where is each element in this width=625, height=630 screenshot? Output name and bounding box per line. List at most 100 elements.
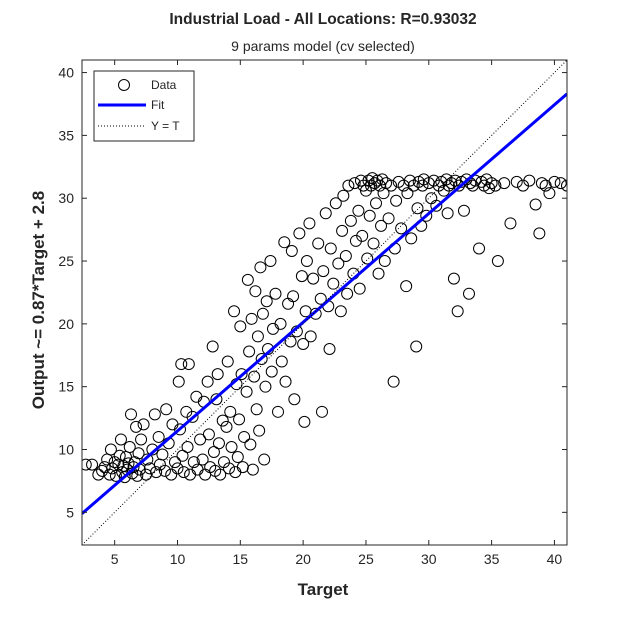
fit-line (82, 92, 567, 515)
data-point (158, 464, 171, 477)
data-point (353, 282, 366, 295)
data-point (405, 232, 418, 245)
legend: Data Fit Y = T (93, 70, 195, 142)
data-point (130, 420, 143, 433)
data-point (420, 209, 433, 222)
data-point (430, 199, 443, 212)
data-point (269, 287, 282, 300)
data-point (327, 277, 340, 290)
x-axis-label: Target (298, 580, 349, 599)
legend-fit-label: Fit (151, 98, 165, 112)
y-tick-label: 15 (58, 379, 74, 395)
data-point (307, 272, 320, 285)
data-point (194, 433, 207, 446)
data-point (109, 469, 122, 482)
data-point (274, 317, 287, 330)
data-point (243, 345, 256, 358)
data-point (231, 451, 244, 464)
data-point (300, 255, 313, 268)
data-point (160, 403, 173, 416)
data-point (372, 267, 385, 280)
data-point (441, 207, 454, 220)
data-point (234, 320, 247, 333)
data-point (125, 408, 138, 421)
data-point (137, 418, 150, 431)
data-point (462, 287, 475, 300)
data-point (131, 469, 144, 482)
data-point (225, 440, 238, 453)
data-point (245, 312, 258, 325)
data-point (135, 433, 148, 446)
data-point (341, 287, 354, 300)
data-point (473, 242, 486, 255)
data-point (152, 430, 165, 443)
data-point (255, 353, 268, 366)
data-point (250, 403, 263, 416)
data-point (400, 280, 413, 293)
data-point (212, 437, 225, 450)
data-point (293, 227, 306, 240)
data-point (452, 179, 465, 192)
data-point (395, 222, 408, 235)
axes: 5 10 15 20 25 30 35 40 5 10 15 20 25 30 35 40 (58, 59, 568, 567)
data-point (256, 307, 269, 320)
data-point (375, 219, 388, 232)
x-tick-label: 40 (547, 551, 563, 567)
data-point (112, 458, 125, 471)
data-point (224, 405, 237, 418)
data-point (285, 244, 298, 257)
data-point (202, 428, 215, 441)
data-point (175, 358, 188, 371)
data-point (314, 292, 327, 305)
data-point (303, 217, 316, 230)
data-point (287, 290, 300, 303)
data-point (387, 375, 400, 388)
data-point (510, 175, 523, 188)
data-point (259, 380, 272, 393)
legend-data-marker (118, 79, 130, 91)
plot-area (82, 60, 567, 545)
data-point (187, 456, 200, 469)
data-point (248, 370, 261, 383)
data-point (260, 295, 273, 308)
data-point (223, 462, 236, 475)
x-tick-label: 10 (170, 551, 186, 567)
data-point (356, 229, 369, 242)
plot-content (82, 60, 567, 545)
data-point (182, 358, 195, 371)
data-point (401, 187, 414, 200)
data-point (275, 355, 288, 368)
data-point (390, 194, 403, 207)
data-point (304, 330, 317, 343)
data-point (150, 466, 163, 479)
data-point (317, 265, 330, 278)
data-point (319, 207, 332, 220)
data-point (378, 255, 391, 268)
data-point (295, 270, 308, 283)
data-point (235, 368, 248, 381)
x-tick-label: 25 (358, 551, 374, 567)
data-point (410, 340, 423, 353)
data-point (240, 385, 253, 398)
data-point (297, 337, 310, 350)
data-point (309, 307, 322, 320)
data-point (214, 468, 227, 481)
data-point (370, 197, 383, 210)
data-point (485, 177, 498, 190)
data-point (171, 462, 184, 475)
data-point (104, 443, 117, 456)
data-point (241, 273, 254, 286)
data-point (258, 453, 271, 466)
data-point (498, 177, 511, 190)
data-point (265, 365, 278, 378)
data-point (264, 255, 277, 268)
data-point (103, 468, 116, 481)
chart-title: Industrial Load - All Locations: R=0.930… (169, 11, 476, 28)
data-point (206, 340, 219, 353)
data-point (385, 179, 398, 192)
data-point (523, 174, 536, 187)
data-point (220, 420, 233, 433)
data-point (211, 368, 224, 381)
data-point (165, 468, 178, 481)
